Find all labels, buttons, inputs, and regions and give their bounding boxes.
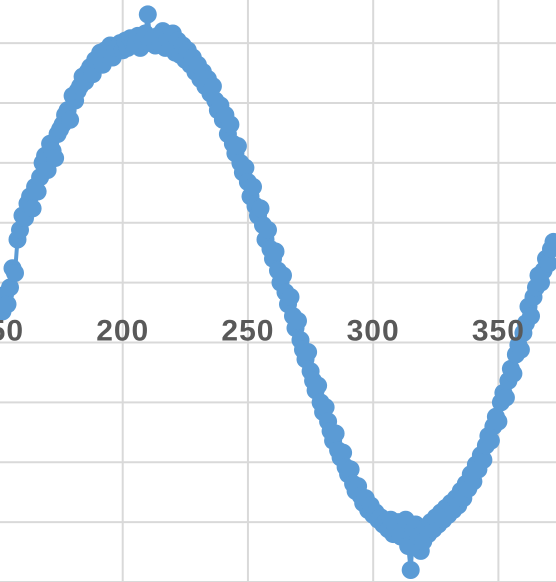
data-point [539, 254, 556, 273]
data-point [138, 5, 157, 24]
data-point [316, 398, 335, 417]
data-point [46, 149, 65, 168]
data-point [274, 266, 292, 285]
data-point [23, 199, 42, 218]
data-point [28, 182, 47, 201]
data-point [251, 199, 270, 218]
data-point [6, 264, 24, 282]
x-axis-tick-labels: 150 200 250 300 350 [0, 315, 525, 348]
data-point [281, 288, 300, 306]
data-point [244, 177, 262, 196]
data-point [309, 376, 328, 395]
data-point [0, 295, 17, 314]
data-points [0, 5, 556, 579]
data-point [259, 220, 277, 239]
data-point [341, 460, 360, 479]
data-point [61, 110, 80, 129]
data-point [1, 278, 19, 297]
data-point [474, 450, 493, 469]
data-point [401, 561, 420, 579]
data-point [236, 158, 255, 177]
data-point [496, 388, 515, 407]
data-point [326, 424, 345, 443]
data-point [289, 311, 307, 330]
data-point [504, 364, 523, 383]
data-point [522, 307, 540, 326]
data-point [511, 340, 530, 359]
x-tick-label: 150 [0, 315, 24, 348]
data-point [489, 412, 508, 431]
x-tick-label: 250 [221, 315, 274, 348]
data-point [266, 242, 285, 261]
data-point [334, 443, 353, 462]
data-point [544, 232, 556, 251]
data-point [481, 431, 500, 450]
data-point [228, 137, 247, 156]
data-point [203, 77, 222, 96]
data-point [299, 343, 318, 362]
x-tick-label: 200 [96, 315, 149, 348]
data-point [221, 115, 240, 134]
x-tick-label: 300 [347, 315, 400, 348]
x-tick-label: 350 [472, 315, 525, 348]
